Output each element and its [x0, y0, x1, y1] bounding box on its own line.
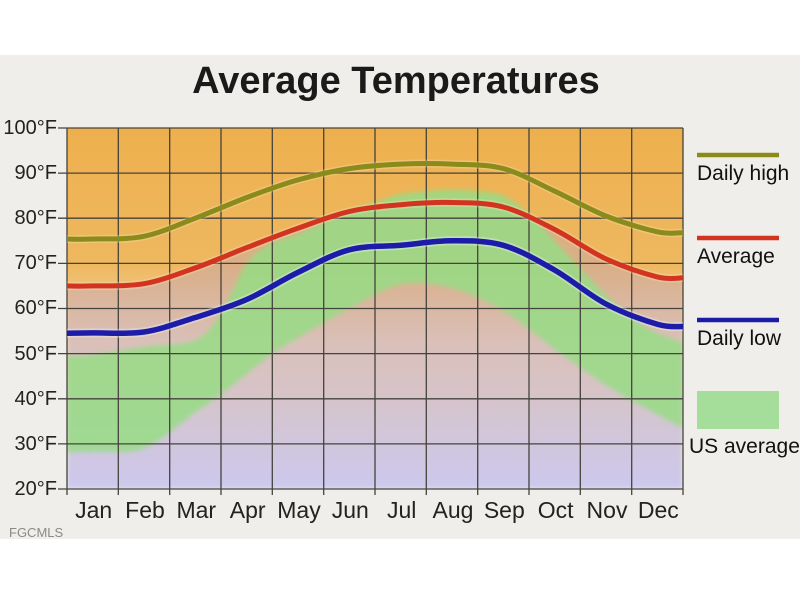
- svg-text:Dec: Dec: [638, 497, 679, 523]
- svg-text:Jan: Jan: [75, 497, 112, 523]
- svg-text:Daily low: Daily low: [697, 327, 782, 350]
- svg-text:70°F: 70°F: [15, 252, 57, 274]
- svg-text:Daily high: Daily high: [697, 162, 789, 185]
- svg-text:90°F: 90°F: [15, 162, 57, 184]
- svg-text:80°F: 80°F: [15, 207, 57, 229]
- svg-text:Average Temperatures: Average Temperatures: [192, 60, 600, 102]
- svg-text:30°F: 30°F: [15, 433, 57, 455]
- svg-text:40°F: 40°F: [15, 388, 57, 410]
- svg-text:FGCMLS: FGCMLS: [9, 525, 64, 540]
- svg-text:Mar: Mar: [176, 497, 216, 523]
- svg-text:May: May: [277, 497, 321, 523]
- svg-text:Nov: Nov: [587, 497, 628, 523]
- svg-text:Sep: Sep: [484, 497, 525, 523]
- svg-text:Aug: Aug: [433, 497, 474, 523]
- svg-text:50°F: 50°F: [15, 343, 57, 365]
- svg-text:Oct: Oct: [538, 497, 574, 523]
- svg-text:100°F: 100°F: [3, 117, 57, 139]
- svg-text:Apr: Apr: [230, 497, 266, 523]
- svg-text:Feb: Feb: [125, 497, 165, 523]
- svg-text:Jun: Jun: [332, 497, 369, 523]
- svg-text:Average: Average: [697, 245, 775, 268]
- svg-text:Jul: Jul: [387, 497, 416, 523]
- svg-text:60°F: 60°F: [15, 297, 57, 319]
- svg-text:US average: US average: [689, 435, 800, 458]
- svg-text:20°F: 20°F: [15, 478, 57, 500]
